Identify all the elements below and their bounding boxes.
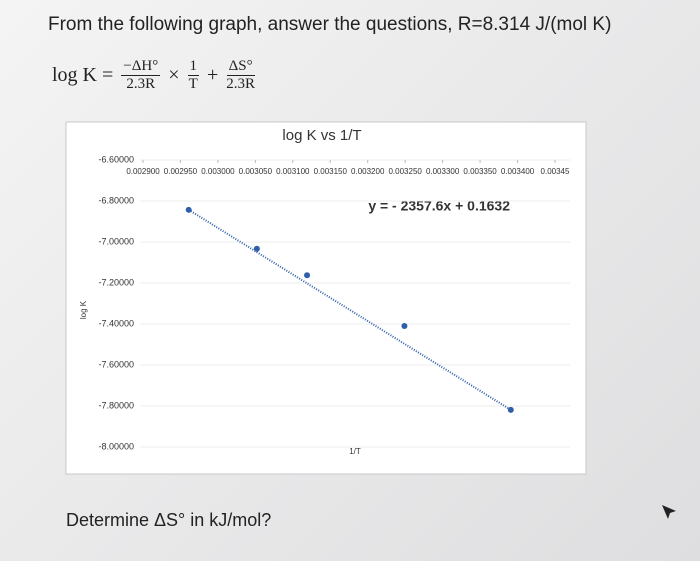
eq-lhs: log K = <box>52 64 114 86</box>
x-tick-label: 0.002900 <box>126 167 160 176</box>
y-axis-label: log K <box>79 300 88 319</box>
data-point <box>185 206 192 213</box>
eq-num: ΔS° <box>226 58 255 76</box>
y-tick-label: -7.40000 <box>98 318 134 328</box>
data-point <box>253 245 260 252</box>
y-tick-label: -6.80000 <box>98 195 134 205</box>
x-axis-label: 1/T <box>349 447 361 456</box>
x-tick-label: 0.003050 <box>239 167 273 176</box>
eq-num: 1 <box>187 58 199 76</box>
y-tick-label: -7.20000 <box>98 277 134 287</box>
y-tick-label: -7.60000 <box>98 359 134 369</box>
prompt: Determine ΔS° in kJ/mol? <box>66 510 272 530</box>
x-tick-label: 0.003400 <box>501 167 535 176</box>
eq-times: × <box>168 64 180 86</box>
data-point <box>304 272 311 279</box>
x-tick-label: 0.003100 <box>276 167 310 176</box>
chart-title: log K vs 1/T <box>282 127 361 144</box>
eq-den: T <box>188 76 198 92</box>
question: From the following graph, answer the que… <box>48 14 612 35</box>
x-tick-label: 0.002950 <box>164 167 198 176</box>
x-tick-label: 0.003000 <box>201 167 235 176</box>
fraction: ΔS° 2.3R <box>226 58 255 93</box>
chart-frame <box>65 121 587 475</box>
eq-den: 2.3R <box>226 76 256 92</box>
eq-den: 2.3R <box>126 76 156 92</box>
x-tick-label: 0.003300 <box>426 167 460 176</box>
x-tick-label: 0.003150 <box>314 167 348 176</box>
data-point <box>401 323 408 330</box>
x-tick-label: 0.003200 <box>351 167 385 176</box>
x-tick-label: 0.003350 <box>463 167 497 176</box>
trendline <box>188 208 512 411</box>
eq-plus: + <box>207 64 219 86</box>
data-point <box>507 406 514 413</box>
y-tick-label: -7.80000 <box>98 400 134 410</box>
cursor <box>662 505 676 519</box>
x-tick-label: 0.003250 <box>388 167 422 176</box>
fraction: −ΔH° 2.3R <box>121 58 161 93</box>
x-tick-label: 0.00345 <box>541 167 570 176</box>
eq-num: −ΔH° <box>121 58 161 76</box>
y-tick-label: -8.00000 <box>98 441 134 451</box>
y-tick-label: -6.60000 <box>98 154 134 164</box>
trendline-equation: y = - 2357.6x + 0.1632 <box>368 198 510 214</box>
y-tick-label: -7.00000 <box>98 236 134 246</box>
